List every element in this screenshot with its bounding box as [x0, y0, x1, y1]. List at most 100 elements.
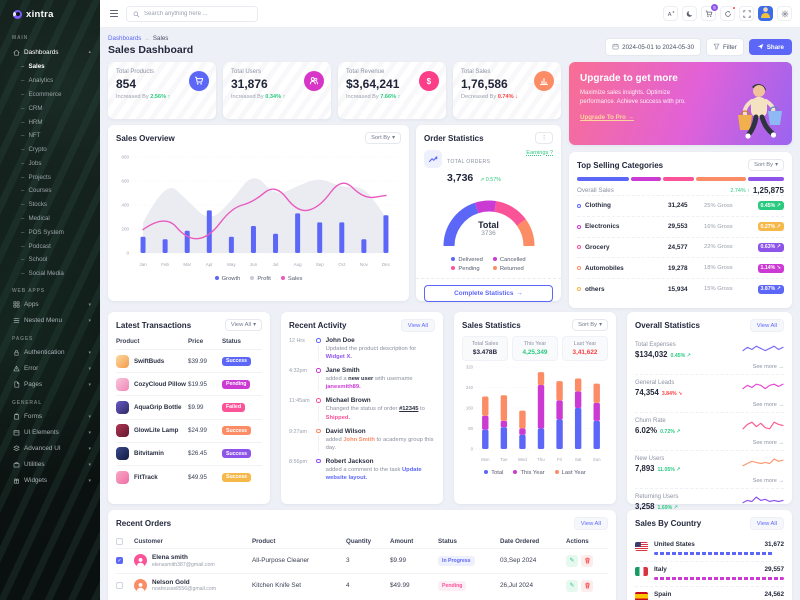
svg-text:Nov: Nov — [360, 262, 369, 267]
category-row-electronics[interactable]: Electronics 29,553 16% Gross 0.27% ↗ — [577, 215, 784, 237]
orders-col-amount: Amount — [390, 538, 414, 545]
category-badge: 3.87% ↗ — [757, 284, 784, 294]
see-more-link[interactable]: See more → — [752, 440, 784, 446]
search-input[interactable] — [144, 10, 251, 17]
transactions-viewall-button[interactable]: View All ▾ — [224, 319, 262, 331]
stat-box-this-year: This Year 4,25,349 — [512, 336, 558, 361]
sales-overview-card: Sales Overview Sort By ▾ 0 200 400 600 800 Jan… — [108, 125, 409, 301]
sales-overview-sortby[interactable]: Sort By ▾ — [365, 132, 401, 144]
language-button[interactable]: A — [663, 6, 678, 21]
see-more-link[interactable]: See more → — [752, 364, 784, 370]
status-badge: Failed — [222, 402, 245, 412]
caret-down-icon: ▾ — [599, 322, 602, 328]
row-checkbox[interactable]: ✓ — [116, 557, 123, 565]
orders-col-date-ordered: Date Ordered — [500, 538, 540, 545]
sidebar-item-sales[interactable]: – Sales — [21, 63, 45, 71]
user-avatar-button[interactable] — [758, 6, 773, 21]
transaction-row-swiftbuds[interactable]: SwiftBuds $39.99 Success — [116, 349, 262, 372]
card-menu-button[interactable]: ⋮ — [535, 132, 553, 144]
sparkline-chart — [742, 383, 784, 390]
sidebar-item-nft[interactable]: – NFT — [21, 132, 41, 140]
country-progress-bar — [654, 552, 774, 555]
orders-header-row: Customer Product Quantity Amount Status Date … — [116, 535, 608, 548]
sidebar-item-nested-menu[interactable]: Nested Menu ▾ — [0, 313, 100, 329]
sales-statistics-sortby[interactable]: Sort By ▾ — [572, 319, 608, 331]
row-checkbox[interactable] — [116, 582, 123, 590]
top-selling-sortby[interactable]: Sort By ▾ — [748, 159, 784, 171]
earnings-link[interactable]: Earnings ? — [526, 150, 553, 156]
edit-button[interactable]: ✎ — [566, 554, 578, 567]
category-row-automobiles[interactable]: Automobiles 19,278 18% Gross 1.14% ↘ — [577, 257, 784, 278]
sidebar-item-dashboards[interactable]: Dashboards ▴ — [0, 44, 100, 60]
transaction-row-cozycloud-pillow[interactable]: CozyCloud Pillow $19.95 Pending — [116, 372, 262, 395]
upgrade-cta-link[interactable]: Upgrade To Pro → — [580, 114, 634, 122]
transaction-row-aquagrip-bottle[interactable]: AquaGrip Bottle $9.99 Failed — [116, 395, 262, 418]
sidebar-item-crm[interactable]: – CRM — [21, 104, 43, 112]
upgrade-body: Maximize sales insights. Optimize perfor… — [580, 90, 686, 105]
sidebar-item-utilities[interactable]: Utilities ▾ — [0, 457, 100, 473]
chart-svg — [539, 78, 549, 86]
sidebar-item-school[interactable]: – School — [21, 256, 48, 264]
transaction-row-fittrack[interactable]: FitTrack $49.95 Success — [116, 464, 262, 488]
kpi-change-pct: 2.56% — [150, 94, 167, 100]
arrow-up-icon: ↑ — [281, 94, 286, 100]
sidebar-item-pos-system[interactable]: – POS System — [21, 228, 64, 236]
breadcrumb-sales[interactable]: Sales — [152, 35, 169, 42]
date-range-picker[interactable]: 2024-05-01 to 2024-05-30 — [605, 38, 702, 56]
hamburger-menu-icon[interactable] — [110, 9, 118, 19]
complete-statistics-button[interactable]: Complete Statistics → — [424, 285, 553, 302]
breadcrumb-dashboards[interactable]: Dashboards — [108, 35, 142, 42]
category-row-others[interactable]: others 15,934 15% Gross 3.87% ↗ — [577, 278, 784, 299]
sidebar-item-forms[interactable]: Forms ▾ — [0, 409, 100, 425]
transaction-price: $24.99 — [188, 427, 207, 435]
sidebar-item-social-media[interactable]: – Social Media — [21, 270, 64, 278]
activity-viewall-button[interactable]: View All — [400, 319, 435, 332]
edit-button[interactable]: ✎ — [566, 579, 578, 592]
cart-icon — [705, 5, 713, 23]
transaction-row-bitvitamin[interactable]: Bitvitamin $26.45 Success — [116, 441, 262, 465]
delete-button[interactable] — [581, 554, 593, 567]
status-badge: Success — [222, 426, 252, 436]
sidebar-item-stocks[interactable]: – Stocks — [21, 201, 48, 209]
sidebar-item-podcast[interactable]: – Podcast — [21, 242, 51, 250]
select-all-checkbox[interactable] — [116, 538, 123, 545]
delete-button[interactable] — [581, 579, 593, 592]
sidebar-item-crypto[interactable]: – Crypto — [21, 146, 47, 154]
filter-button[interactable]: Filter — [706, 38, 744, 56]
fullscreen-button[interactable] — [739, 6, 754, 21]
notifications-button[interactable] — [720, 5, 736, 21]
svg-text:200: 200 — [121, 227, 129, 232]
upgrade-illustration — [730, 78, 788, 145]
see-more-link[interactable]: See more → — [752, 478, 784, 484]
orders-viewall-button[interactable]: View All — [573, 517, 608, 530]
top-selling-card: Top Selling Categories Sort By ▾ Overall … — [569, 152, 792, 308]
sidebar-item-ecommerce[interactable]: – Ecommerce — [21, 90, 62, 98]
sidebar-item-analytics[interactable]: – Analytics — [21, 77, 54, 85]
brand-logo[interactable]: xintra — [0, 0, 100, 28]
category-row-grocery[interactable]: Grocery 24,577 22% Gross 0.63% ↗ — [577, 236, 784, 258]
countries-viewall-button[interactable]: View All — [749, 517, 784, 530]
sidebar-item-hrm[interactable]: – HRM — [21, 118, 43, 126]
svg-text:Jun: Jun — [250, 262, 258, 267]
dark-mode-button[interactable] — [682, 6, 697, 21]
transaction-row-glowlite-lamp[interactable]: GlowLite Lamp $24.99 Success — [116, 418, 262, 442]
sidebar-item-authentication[interactable]: Authentication ▾ — [0, 345, 100, 361]
sidebar-item-widgets[interactable]: Widgets ▾ — [0, 473, 100, 489]
sidebar-item-error[interactable]: Error ▾ — [0, 361, 100, 377]
sidebar-item-apps[interactable]: Apps ▾ — [0, 297, 100, 313]
svg-text:600: 600 — [121, 179, 129, 184]
see-more-link[interactable]: See more → — [752, 402, 784, 408]
overall-viewall-button[interactable]: View All — [749, 319, 784, 332]
sidebar-item-medical[interactable]: – Medical — [21, 214, 50, 222]
svg-text:Mar: Mar — [183, 262, 191, 267]
sidebar-item-projects[interactable]: – Projects — [21, 173, 51, 181]
sidebar-item-pages[interactable]: Pages ▾ — [0, 377, 100, 393]
sidebar-item-advanced-ui[interactable]: Advanced UI ▾ — [0, 441, 100, 457]
sidebar-item-jobs[interactable]: – Jobs — [21, 159, 42, 167]
category-row-clothing[interactable]: Clothing 31,245 25% Gross 0.45% ↗ — [577, 195, 784, 216]
cart-button[interactable]: 5 — [701, 4, 718, 23]
sidebar-item-courses[interactable]: – Courses — [21, 187, 52, 195]
sidebar-item-ui-elements[interactable]: UI Elements ▾ — [0, 425, 100, 441]
share-button[interactable]: Share — [748, 39, 792, 55]
settings-button[interactable] — [777, 6, 792, 21]
